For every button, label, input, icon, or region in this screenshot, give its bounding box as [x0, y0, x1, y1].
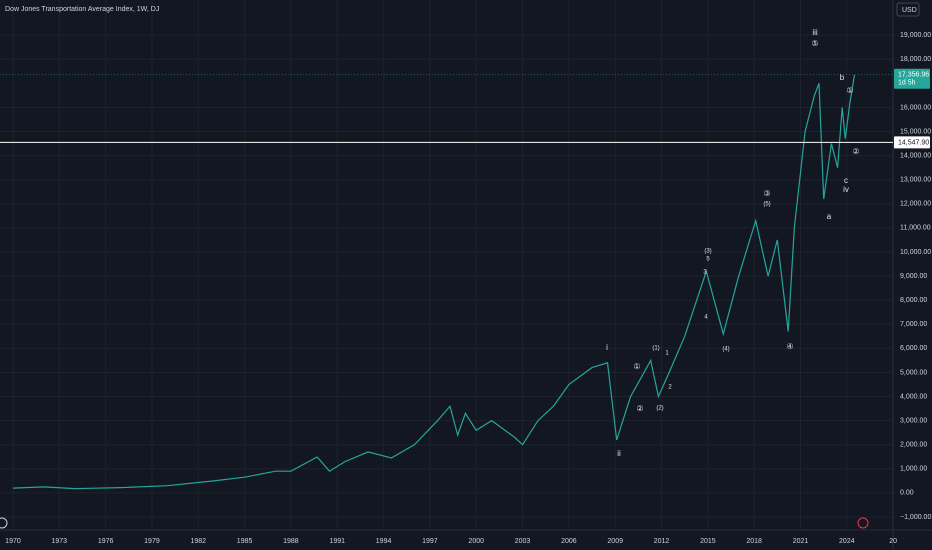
x-tick-label: 2021: [793, 538, 809, 545]
y-tick-label: 2,000.00: [900, 442, 927, 449]
currency-box[interactable]: [896, 2, 920, 17]
y-tick-label: 16,000.00: [900, 104, 931, 111]
wave-label: 1: [665, 351, 669, 357]
wave-label: ①: [846, 86, 853, 95]
y-tick-label: −1,000.00: [900, 514, 931, 521]
wave-label: ②: [852, 147, 859, 156]
x-tick-label: 1973: [52, 538, 68, 545]
y-tick-label: 18,000.00: [900, 56, 931, 63]
wave-label: a: [827, 212, 832, 221]
x-tick-label: 20: [889, 538, 897, 545]
y-tick-label: 5,000.00: [900, 369, 927, 376]
x-tick-label: 1982: [190, 538, 206, 545]
x-tick-label: 1976: [98, 538, 114, 545]
wave-label: i: [606, 343, 608, 352]
wave-label: ii: [617, 449, 621, 458]
wave-label: c: [844, 176, 848, 185]
x-tick-label: 1985: [237, 538, 253, 545]
logo-icon[interactable]: [0, 517, 8, 529]
hline-tag: [894, 136, 930, 149]
last-price-label: 17,356.96: [898, 72, 929, 79]
x-tick-label: 1988: [283, 538, 299, 545]
x-tick-label: 2006: [561, 538, 577, 545]
y-tick-label: 13,000.00: [900, 177, 931, 184]
y-tick-label: 14,000.00: [900, 152, 931, 159]
wave-label: b: [840, 73, 845, 82]
alert-icon[interactable]: [857, 517, 869, 529]
x-tick-label: 1979: [144, 538, 160, 545]
wave-label: 3: [703, 270, 707, 276]
x-tick-label: 2012: [654, 538, 670, 545]
wave-label: (2): [656, 406, 663, 412]
currency[interactable]: USD: [902, 7, 917, 14]
wave-label: ⑤: [811, 39, 818, 48]
chart-title: Dow Jones Transportation Average Index, …: [5, 6, 159, 13]
wave-label: iii: [812, 28, 818, 37]
y-tick-label: 1,000.00: [900, 466, 927, 473]
wave-label: iv: [843, 185, 849, 194]
x-tick-label: 2000: [468, 538, 484, 545]
price-line: [12, 74, 856, 490]
wave-label: 5: [706, 257, 710, 263]
y-tick-label: 9,000.00: [900, 273, 927, 280]
x-tick-label: 1997: [422, 538, 438, 545]
annotations: iii ⑤ b ① ② c iv a ③ (5) (3) 5 3 4 (4) ④…: [606, 28, 859, 458]
x-tick-label: 2015: [700, 538, 716, 545]
y-tick-label: 15,000.00: [900, 128, 931, 135]
y-tick-label: 4,000.00: [900, 393, 927, 400]
y-tick-label: 19,000.00: [900, 32, 931, 39]
wave-label: (1): [652, 346, 659, 352]
x-tick-label: 2024: [839, 538, 855, 545]
x-tick-label: 2003: [515, 538, 531, 545]
y-tick-label: 11,000.00: [900, 225, 931, 232]
y-tick-label: 8,000.00: [900, 297, 927, 304]
x-tick-label: 1970: [5, 538, 21, 545]
grid: [0, 0, 894, 530]
wave-label: 4: [704, 315, 708, 321]
wave-label: ②: [636, 404, 643, 413]
x-tick-label: 2009: [607, 538, 623, 545]
y-tick-label: 6,000.00: [900, 345, 927, 352]
wave-label: ④: [786, 342, 793, 351]
y-tick-label: 10,000.00: [900, 249, 931, 256]
y-tick-label: 7,000.00: [900, 321, 927, 328]
wave-label: (4): [722, 347, 729, 353]
y-tick-label: 0.00: [900, 490, 914, 497]
wave-label: ③: [763, 189, 770, 198]
countdown: 1d 5h: [898, 80, 916, 87]
y-tick-label: 12,000.00: [900, 201, 931, 208]
wave-label: ①: [633, 362, 640, 371]
wave-label: (5): [763, 202, 770, 208]
x-tick-label: 2018: [746, 538, 762, 545]
hline-label: 14,547.90: [898, 139, 929, 146]
last-price-tag: [894, 68, 930, 89]
wave-label: (3): [704, 249, 711, 255]
x-tick-label: 1994: [376, 538, 392, 545]
y-tick-label: 3,000.00: [900, 417, 927, 424]
x-tick-label: 1991: [329, 538, 345, 545]
wave-label: 2: [668, 385, 672, 391]
